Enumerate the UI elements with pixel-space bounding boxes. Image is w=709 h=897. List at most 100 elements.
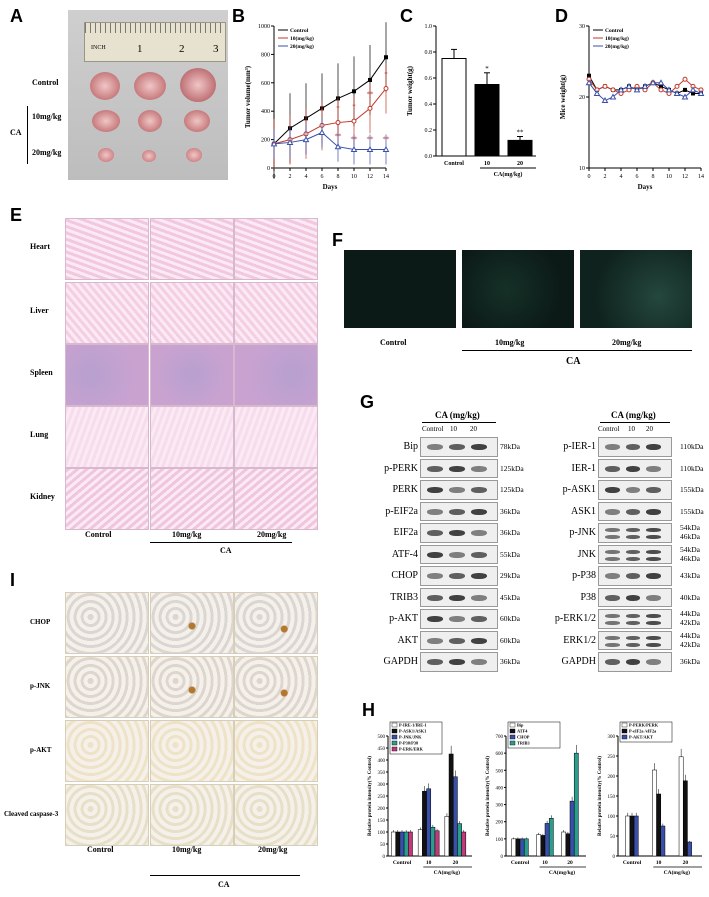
y-tick-label: 350 [378, 771, 386, 776]
significance-star: ** [517, 129, 525, 137]
wb-kda-label: 46kDa [680, 532, 700, 541]
wb-kda-label: 44kDa [680, 630, 700, 640]
x-tick-label: 0 [588, 174, 591, 180]
y-tick-label: 700 [496, 735, 504, 740]
wb-band [646, 594, 661, 601]
wb-kda-label: 60kDa [500, 614, 520, 623]
y-tick-label: 10 [579, 166, 585, 172]
x-tick-label: 12 [682, 174, 688, 180]
panel-e-col-control: Control [85, 530, 112, 539]
panel-e-image [150, 282, 234, 344]
legend-swatch [509, 722, 516, 728]
legend-label: Bip [517, 723, 524, 728]
panel-i-image [150, 656, 234, 718]
x-axis-label: CA(mg/kg) [434, 869, 460, 876]
panel-e-image [234, 218, 318, 280]
y-axis-label: Relative protein intensity(% Control) [598, 756, 603, 836]
wb-band [449, 573, 465, 579]
tumor-photo: INCH 1 2 3 [68, 10, 228, 180]
x-axis-label: CA(mg/kg) [494, 171, 523, 178]
bar [417, 829, 423, 857]
wb-blot [598, 523, 672, 543]
wb-kda-label: 29kDa [500, 571, 520, 580]
panel-i-image [150, 784, 234, 846]
wb-band [605, 642, 620, 647]
x-tick-label: 12 [367, 174, 373, 180]
data-point [625, 82, 633, 89]
panel-e-image [65, 406, 149, 468]
data-point [350, 146, 358, 153]
wb-band [625, 535, 641, 539]
bar [434, 830, 440, 857]
y-tick-label: 300 [608, 735, 616, 740]
x-tick-label: 4 [305, 174, 308, 180]
wb-col-label: 20 [470, 425, 477, 433]
data-point [665, 86, 673, 93]
wb-protein-label: ATF-4 [391, 548, 418, 560]
wb-protein-label: ASK1 [570, 505, 596, 517]
legend-label: P-IRE-1/IRE-1 [399, 723, 427, 728]
wb-band [605, 573, 620, 579]
wb-band [625, 465, 641, 472]
panel-i-col-20: 20mg/kg [258, 845, 288, 854]
wb-kda-label: 46kDa [680, 553, 700, 563]
wb-band [471, 487, 487, 493]
y-tick-label: 200 [378, 807, 386, 812]
panel-label-b: B [232, 6, 245, 26]
wb-blot [420, 501, 498, 521]
wb-col-label: Control [422, 425, 444, 433]
bar [448, 753, 454, 857]
data-point [689, 86, 697, 93]
data-point [366, 146, 374, 153]
panel-label-e: E [10, 205, 23, 225]
x-tick-label: 10 [484, 161, 490, 167]
legend-label: P-AKT/AKT [629, 735, 653, 740]
wb-protein-label: p-AKT [389, 613, 418, 624]
wb-band [646, 556, 661, 561]
panel-label-c: C [400, 6, 413, 26]
wb-kda-label: 110kDa [680, 442, 704, 451]
data-point [633, 86, 641, 93]
legend-label: 10(mg/kg) [605, 35, 629, 42]
x-tick-label: 10 [666, 174, 672, 180]
wb-protein-label: IER-1 [571, 462, 596, 474]
wb-band [646, 573, 661, 579]
data-point [302, 136, 310, 143]
wb-band [449, 551, 465, 558]
wb-protein-label: AKT [397, 634, 418, 646]
wb-band [471, 594, 487, 601]
wb-kda-label: 155kDa [680, 485, 704, 494]
data-point [682, 76, 688, 82]
wb-band [449, 637, 465, 644]
y-tick-label: 0.8 [425, 50, 433, 56]
y-tick-label: 600 [496, 752, 504, 757]
x-tick-label: Control [623, 860, 642, 866]
data-point [286, 138, 294, 145]
legend-label: P-ASK1/ASK1 [399, 729, 426, 734]
panel-e-image [150, 218, 234, 280]
wb-protein-label: ERK1/2 [563, 634, 596, 646]
wb-band [646, 659, 661, 665]
chart-h-3: 0 50 100 150 200 250 300 Control 10 20 CA(mg/kg) Re… [598, 721, 702, 876]
panel-i-col-10: 10mg/kg [172, 845, 202, 854]
wb-protein-label: p-IER-1 [563, 441, 596, 452]
x-tick-label: 2 [289, 174, 292, 180]
wb-blot [598, 480, 672, 500]
wb-kda-label: 40kDa [680, 592, 700, 602]
x-tick-label: 10 [656, 860, 662, 866]
wb-band [625, 556, 641, 561]
legend-label: Control [290, 28, 309, 34]
wb-band [471, 573, 487, 579]
y-tick-label: 200 [261, 138, 270, 144]
significance-star: ** [383, 136, 391, 144]
wb-kda-label: 110kDa [680, 463, 704, 473]
wb-band [605, 556, 620, 561]
x-tick-label: 20 [567, 860, 573, 866]
y-tick-label: 0.6 [425, 76, 433, 82]
wb-header: CA (mg/kg) [611, 410, 656, 420]
y-tick-label: 400 [261, 109, 270, 115]
tumor-control-2 [134, 72, 166, 100]
y-axis-label: Mice weight(g) [559, 74, 567, 119]
data-point [602, 83, 608, 89]
data-point [673, 89, 681, 96]
